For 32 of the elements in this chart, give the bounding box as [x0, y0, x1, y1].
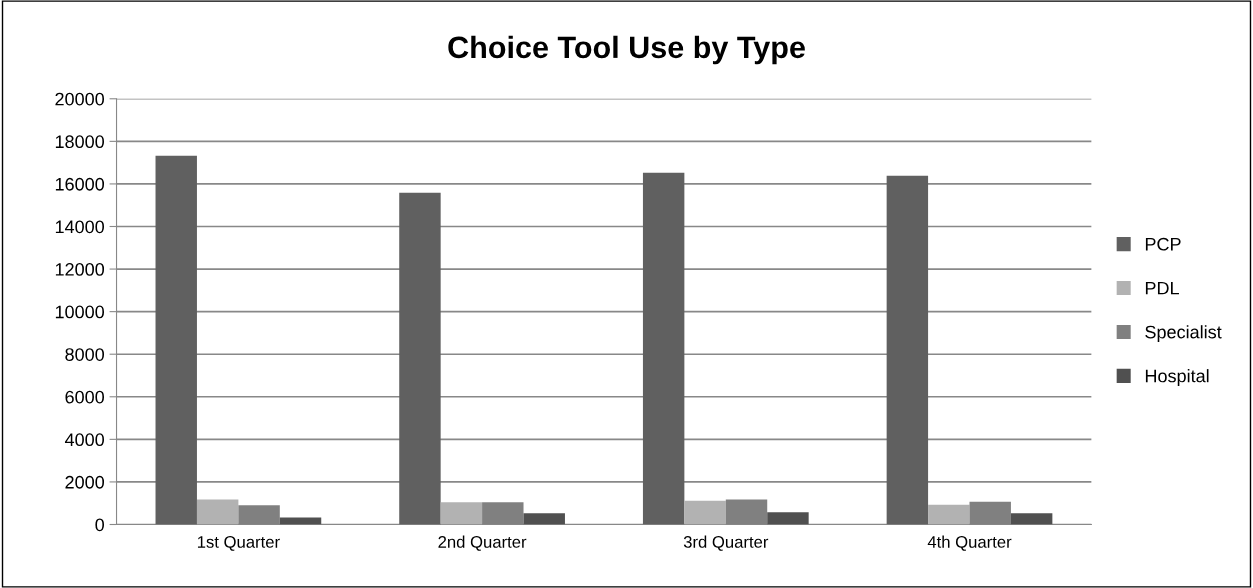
- y-tick-label: 4000: [64, 433, 105, 447]
- y-tick-label: 2000: [65, 475, 105, 489]
- y-tick-label: 8000: [65, 348, 105, 361]
- chart-title: Choice Tool Use by Type: [448, 35, 805, 65]
- bar: [196, 499, 239, 525]
- legend-label: PDL: [1145, 281, 1179, 295]
- y-tick-label: 18000: [55, 135, 105, 149]
- bar: [440, 502, 483, 525]
- x-tick-label: 1st Quarter: [197, 536, 280, 551]
- bar: [642, 172, 685, 525]
- y-tick-label: 10000: [55, 305, 105, 319]
- legend-label: PCP: [1145, 237, 1181, 251]
- x-tick-label: 2nd Quarter: [438, 535, 527, 551]
- y-tick-label: 0: [95, 518, 105, 532]
- bar: [155, 155, 197, 525]
- y-tick-label: 20000: [55, 92, 105, 106]
- bar: [399, 192, 441, 525]
- bar: [523, 513, 565, 525]
- bar: [279, 517, 322, 525]
- bar: [684, 500, 726, 525]
- bar: [886, 175, 929, 525]
- bar: [1010, 513, 1053, 525]
- y-tick-label: 12000: [55, 263, 105, 276]
- y-tick-label: 16000: [55, 177, 105, 191]
- x-tick-label: 3rd Quarter: [683, 535, 769, 551]
- legend-label: Specialist: [1145, 325, 1222, 343]
- bar: [928, 504, 970, 525]
- bar: [767, 512, 809, 525]
- x-tick-label: 4th Quarter: [927, 535, 1012, 551]
- y-tick-label: 6000: [65, 390, 105, 404]
- legend-label: Hospital: [1145, 369, 1209, 386]
- y-tick-label: 14000: [55, 220, 105, 234]
